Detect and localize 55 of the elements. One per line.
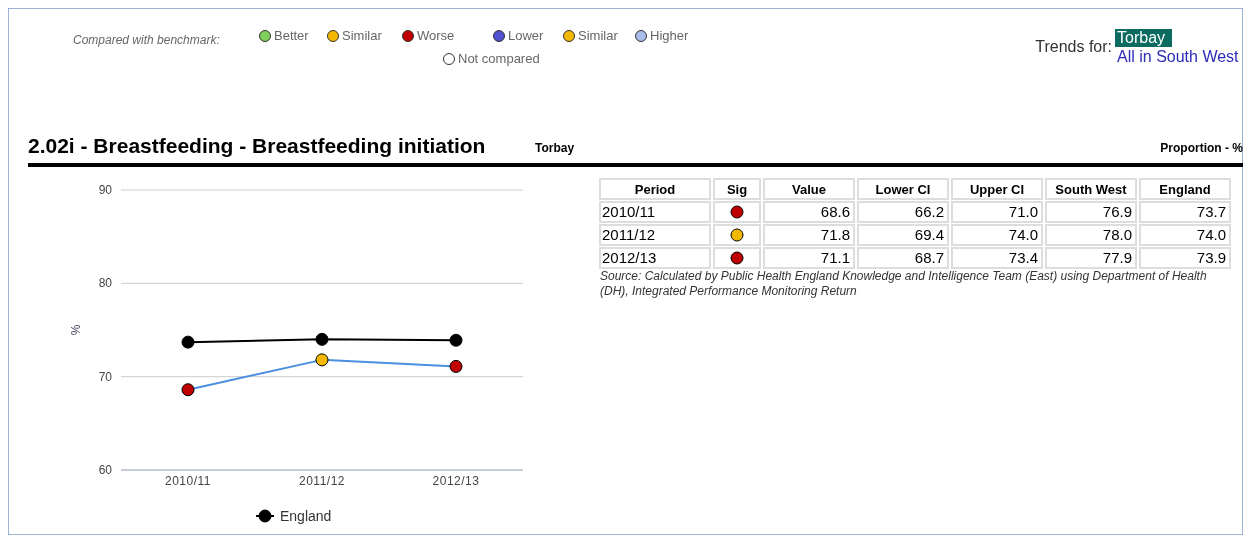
series-label: Lower CI (875, 182, 931, 197)
data-label: 74.0 (1196, 226, 1226, 243)
text: Trends for: (1035, 38, 1112, 55)
text: Lower (508, 28, 545, 43)
data-label: 73.7 (1196, 203, 1226, 220)
point (181, 383, 195, 397)
y-axis-title: % (69, 324, 83, 336)
y-tick-label: 80 (98, 276, 113, 291)
text: Better (274, 28, 310, 43)
category-label: 2010/11 (602, 203, 656, 220)
data-label: 66.2 (914, 203, 944, 220)
text: Not compared (458, 51, 540, 66)
text: Proportion - % (1160, 141, 1244, 155)
legend-label: England (280, 508, 332, 524)
point (315, 332, 329, 346)
text: Sig (726, 182, 748, 197)
point (449, 333, 463, 347)
x-tick-label: 2010/11 (165, 474, 211, 488)
y-tick-label: 70 (98, 369, 113, 384)
series-label: England (1159, 182, 1211, 197)
chart-title: 2.02i - Breastfeeding - Breastfeeding initiation (28, 134, 486, 157)
category-label: 2011/12 (602, 226, 656, 243)
text: Period (634, 182, 676, 197)
data-label: 71.0 (1008, 203, 1038, 220)
data-label: 68.6 (820, 203, 850, 220)
source-note: Source: Calculated by Public Health England Knowledge and Intelligence Team (East) using Department of Health (DH), Integrated Performance Monitoring Return (600, 269, 1208, 299)
data-label: 69.4 (914, 226, 944, 243)
text: Torbay (1117, 29, 1166, 46)
text: All in South West (1117, 48, 1240, 65)
data-label: 73.9 (1196, 249, 1226, 266)
data-label: 71.1 (820, 249, 850, 266)
point (181, 335, 195, 349)
data-label: 76.9 (1102, 203, 1132, 220)
text: Higher (650, 28, 689, 43)
data-label: 78.0 (1102, 226, 1132, 243)
series-label: South West (1055, 182, 1128, 197)
y-tick-label: 60 (98, 463, 113, 477)
point (449, 359, 463, 373)
x-tick-label: 2012/13 (432, 474, 480, 488)
data-label: 68.7 (914, 249, 944, 266)
text: Compared with benchmark: (73, 33, 220, 47)
data-label: 73.4 (1008, 249, 1038, 266)
x-tick-label: 2011/12 (299, 474, 345, 488)
point (315, 353, 329, 367)
series-label: Upper CI (969, 182, 1025, 197)
data-label: 71.8 (820, 226, 850, 243)
text: Worse (417, 28, 455, 43)
text: Torbay (535, 141, 575, 155)
y-tick-label: 90 (98, 183, 113, 197)
data-label: 77.9 (1102, 249, 1132, 266)
category-label: 2012/13 (602, 249, 657, 266)
text: Similar (578, 28, 619, 43)
data-label: 74.0 (1008, 226, 1038, 243)
text: Similar (342, 28, 383, 43)
series-label: Value (792, 182, 826, 197)
